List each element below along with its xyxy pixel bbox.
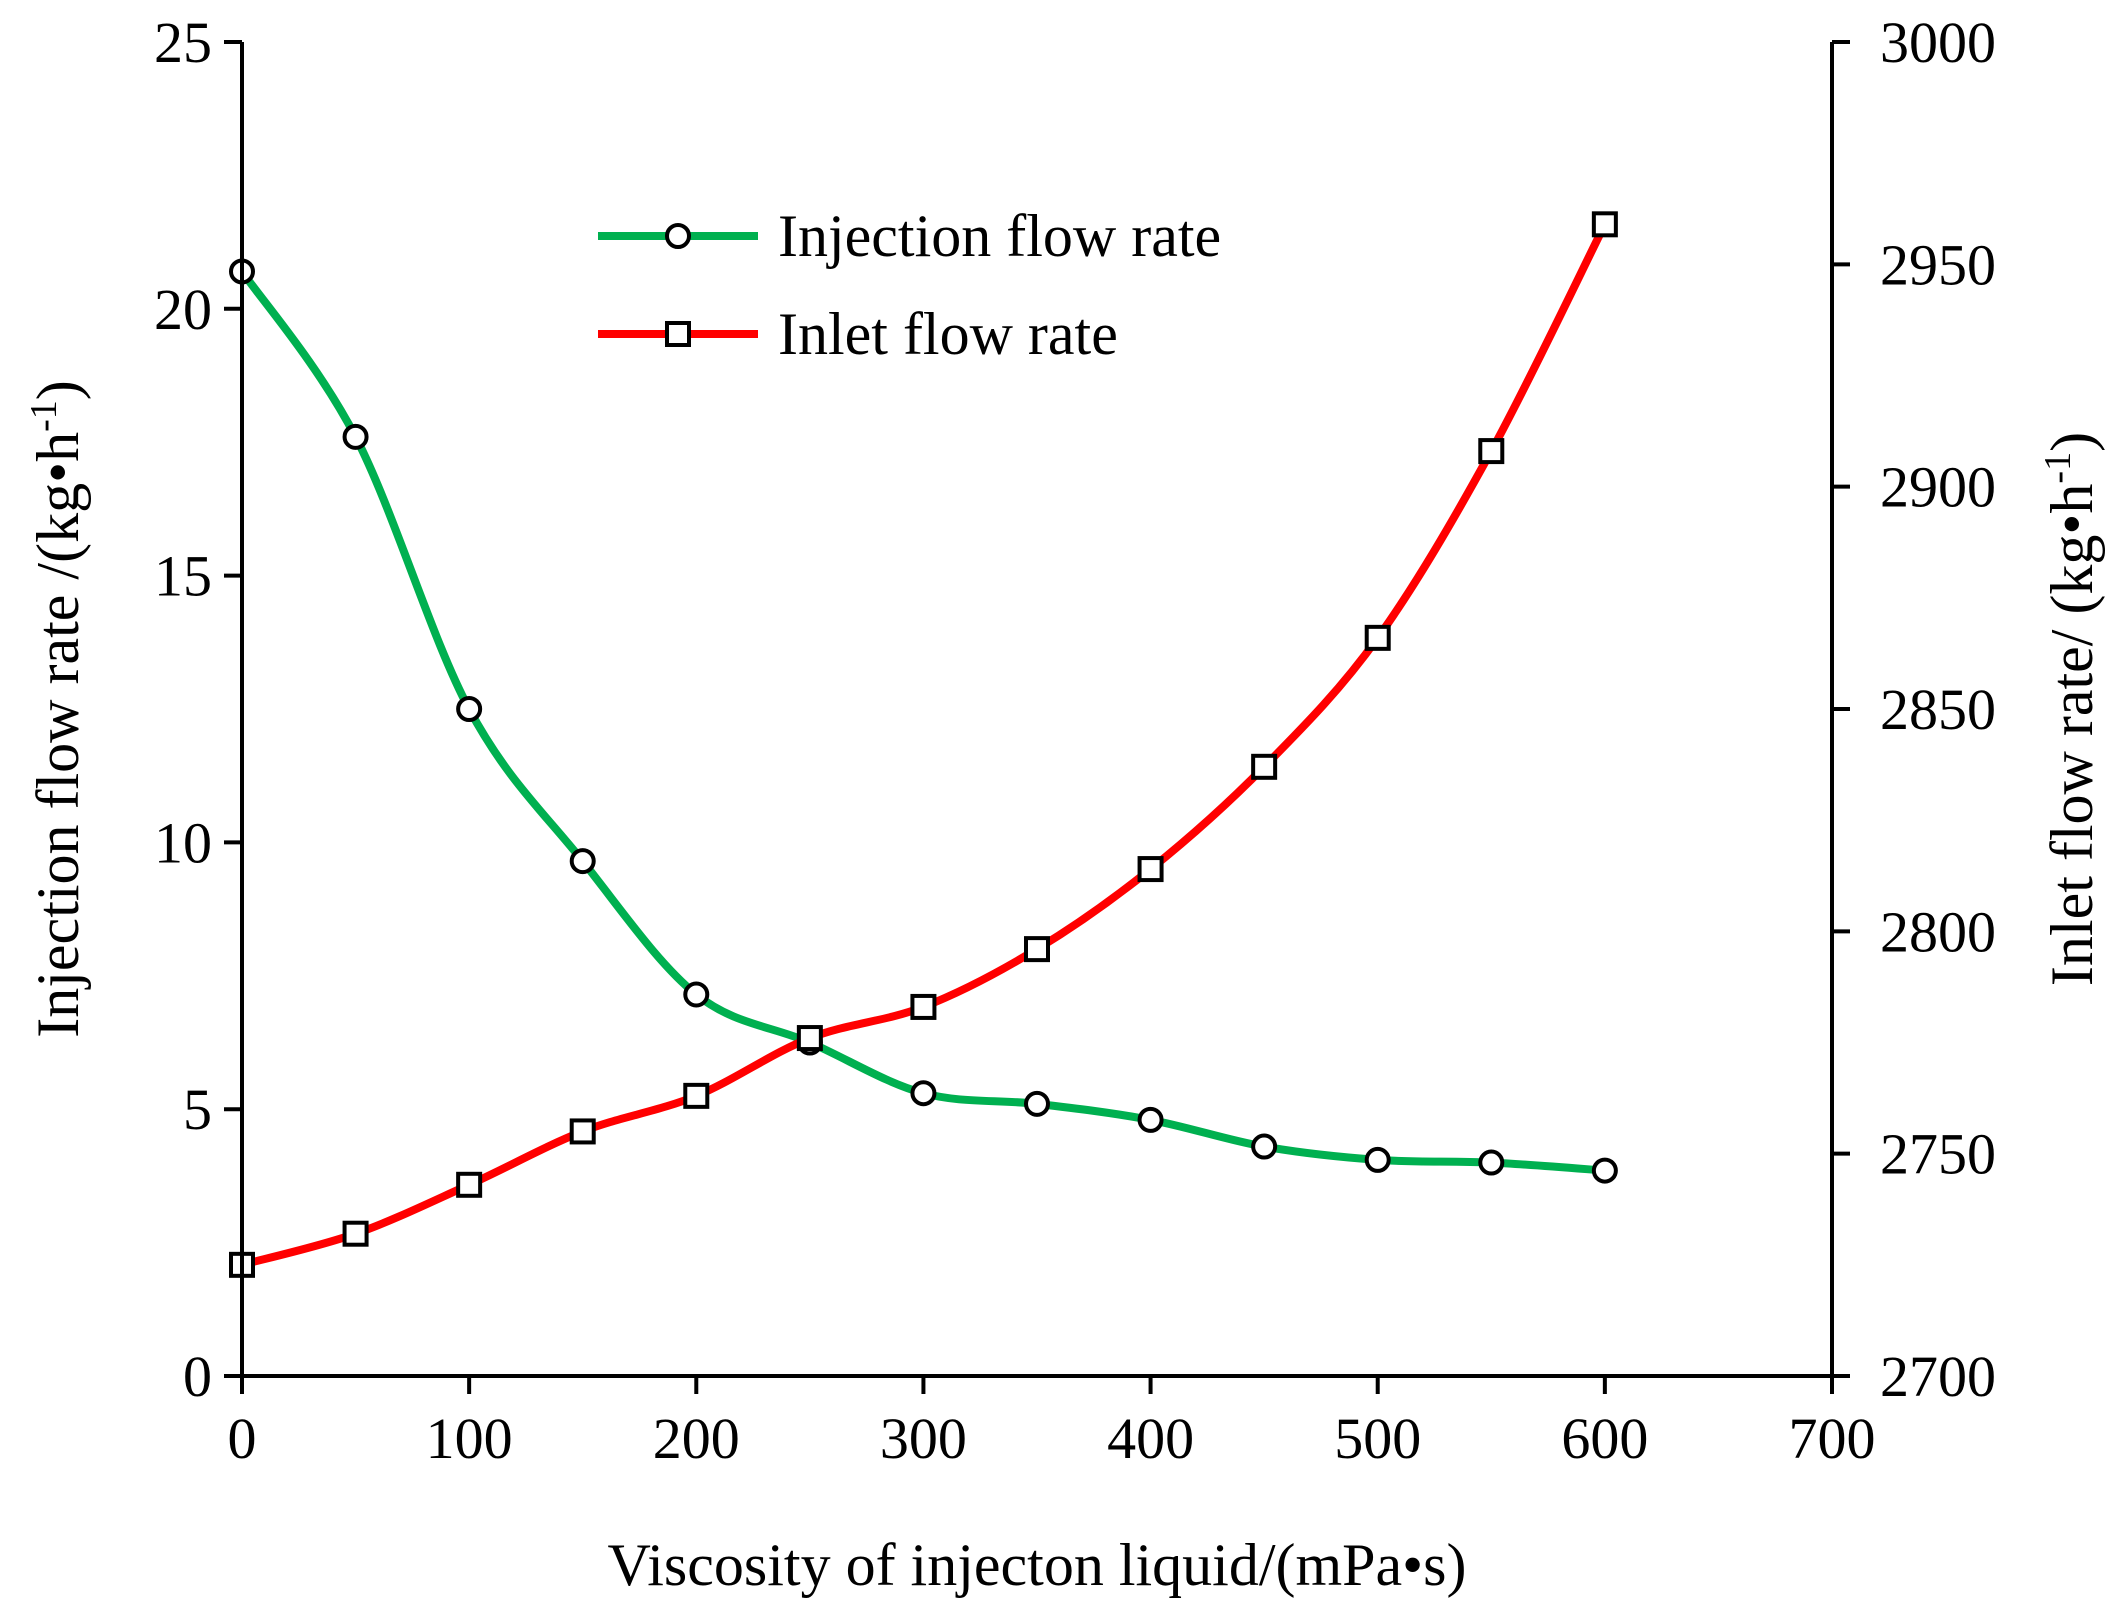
- injection-flow-rate-point: [569, 848, 596, 875]
- y-right-tick-label: 2850: [1880, 677, 1996, 742]
- y-left-axis-title: Injection flow rate /(kg•h-1): [23, 380, 91, 1037]
- injection-flow-rate-point: [342, 423, 369, 450]
- legend-inlet-flow-rate-marker: [665, 321, 691, 347]
- inlet-flow-rate-point: [569, 1118, 596, 1145]
- x-tick-label: 400: [1107, 1406, 1194, 1471]
- injection-flow-rate-point: [683, 981, 710, 1008]
- injection-flow-rate-point: [1478, 1149, 1505, 1176]
- inlet-flow-rate-point: [1591, 211, 1618, 238]
- series-layer: [229, 211, 1618, 1278]
- injection-flow-rate-point: [1364, 1146, 1391, 1173]
- x-tick-label: 0: [228, 1406, 257, 1471]
- y-right-axis-title-main: Inlet flow rate/ (kg•h: [2039, 484, 2105, 987]
- y-left-axis-title-end: ): [25, 380, 91, 400]
- injection-flow-rate-point: [1137, 1106, 1164, 1133]
- inlet-flow-rate-point: [910, 993, 937, 1020]
- inlet-flow-rate-point: [456, 1171, 483, 1198]
- y-left-tick-label: 15: [154, 544, 212, 609]
- y-left-tick-label: 10: [154, 810, 212, 875]
- injection-flow-rate-point: [910, 1080, 937, 1107]
- inlet-flow-rate-point: [1024, 936, 1050, 963]
- y-left-axis-title-main: Injection flow rate /(kg•h: [25, 432, 91, 1038]
- inlet-flow-rate-point: [1478, 438, 1505, 465]
- y-left-tick-label: 20: [154, 277, 212, 342]
- y-left-axis-title-superscript: -1: [23, 400, 65, 432]
- injection-flow-rate-line: [238, 267, 1609, 1175]
- inlet-flow-rate-point: [1364, 624, 1391, 651]
- inlet-flow-rate-point: [1137, 856, 1164, 883]
- x-tick-label: 200: [653, 1406, 740, 1471]
- x-tick-label: 100: [426, 1406, 513, 1471]
- inlet-flow-rate-point: [796, 1025, 823, 1052]
- x-tick-label: 600: [1561, 1406, 1648, 1471]
- y-right-tick-label: 2900: [1880, 455, 1996, 520]
- injection-flow-rate-point: [1024, 1090, 1050, 1117]
- x-axis-title: Viscosity of injecton liquid/(mPa•s): [608, 1532, 1467, 1598]
- legend-injection-flow-rate-label: Injection flow rate: [778, 203, 1221, 269]
- injection-flow-rate-point: [1591, 1157, 1618, 1184]
- y-right-tick-label: 3000: [1880, 10, 1996, 75]
- y-left-tick-label: 0: [183, 1344, 212, 1409]
- y-left-tick-label: 25: [154, 10, 212, 75]
- y-right-tick-label: 2750: [1880, 1122, 1996, 1187]
- x-tick-label: 300: [880, 1406, 967, 1471]
- x-tick-label: 700: [1789, 1406, 1876, 1471]
- injection-flow-rate-point: [1251, 1133, 1278, 1160]
- inlet-flow-rate-line: [238, 220, 1609, 1269]
- inlet-flow-rate-point: [683, 1082, 710, 1109]
- y-right-tick-label: 2700: [1880, 1344, 1996, 1409]
- legend-injection-flow-rate-marker: [665, 223, 691, 249]
- y-right-axis-title-superscript: -1: [2037, 452, 2079, 484]
- y-right-tick-label: 2950: [1880, 232, 1996, 297]
- x-tick-label: 500: [1334, 1406, 1421, 1471]
- injection-flow-rate-point: [456, 696, 483, 722]
- inlet-flow-rate-point: [1251, 753, 1278, 780]
- y-left-tick-label: 5: [183, 1077, 212, 1142]
- y-right-tick-label: 2800: [1880, 899, 1996, 964]
- legend: Injection flow rate Inlet flow rate: [598, 203, 1221, 367]
- y-right-axis-title: Inlet flow rate/ (kg•h-1): [2037, 432, 2105, 986]
- inlet-flow-rate-point: [342, 1220, 369, 1247]
- y-right-axis-title-end: ): [2039, 432, 2105, 452]
- axes-layer: 0 100 200 300 400 500 600 700 0 5 10 15 20 25 2700 2750…: [154, 10, 1996, 1471]
- legend-inlet-flow-rate-label: Inlet flow rate: [778, 301, 1118, 367]
